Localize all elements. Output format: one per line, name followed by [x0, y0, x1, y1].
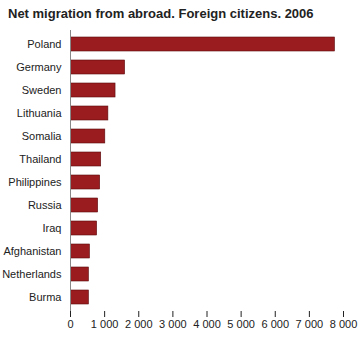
svg-text:8 000: 8 000 — [330, 318, 358, 330]
svg-text:0: 0 — [67, 318, 73, 330]
html-text:Net migration from abroad. For: Net migration from abroad. Foreign citiz… — [8, 6, 314, 21]
svg-text:Germany: Germany — [16, 61, 62, 73]
svg-text:Afghanistan: Afghanistan — [3, 245, 61, 257]
svg-text:2 000: 2 000 — [125, 318, 153, 330]
svg-text:1 000: 1 000 — [91, 318, 119, 330]
svg-text:Burma: Burma — [29, 291, 62, 303]
svg-text:Sweden: Sweden — [22, 84, 62, 96]
svg-text:Russia: Russia — [28, 199, 63, 211]
svg-text:Netherlands: Netherlands — [2, 268, 62, 280]
svg-text:3 000: 3 000 — [159, 318, 187, 330]
svg-text:Somalia: Somalia — [22, 130, 63, 142]
svg-text:7 000: 7 000 — [296, 318, 324, 330]
svg-text:5 000: 5 000 — [227, 318, 255, 330]
svg-text:4 000: 4 000 — [193, 318, 221, 330]
svg-text:Poland: Poland — [27, 38, 61, 50]
svg-text:Lithuania: Lithuania — [17, 107, 63, 119]
svg-text:Thailand: Thailand — [19, 153, 61, 165]
svg-text:Iraq: Iraq — [43, 222, 62, 234]
svg-text:Philippines: Philippines — [8, 176, 62, 188]
svg-text:6 000: 6 000 — [261, 318, 289, 330]
